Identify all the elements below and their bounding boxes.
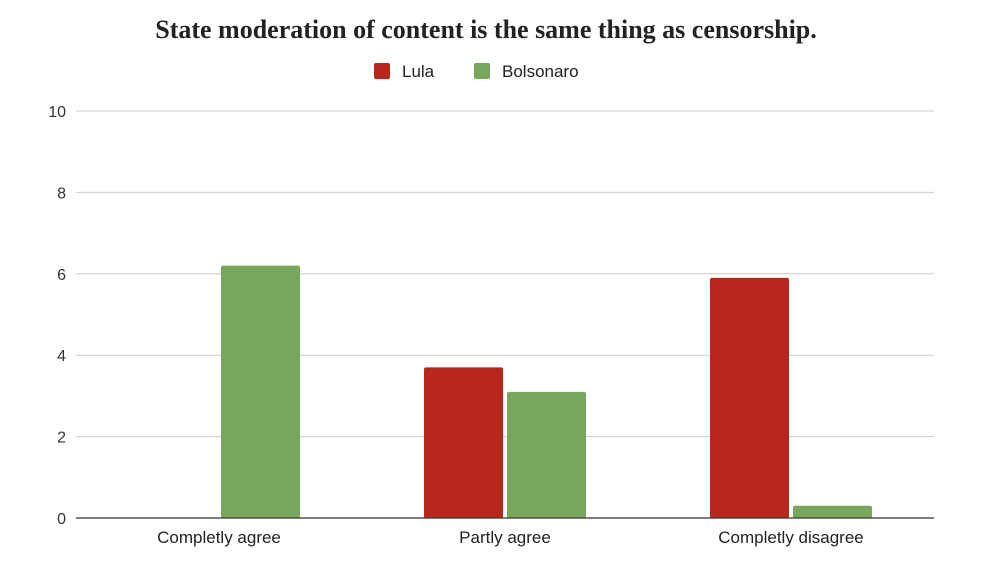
legend-swatch-bolsonaro [474,63,490,79]
bar-bolsonaro-3 [793,505,872,518]
bar-bolsonaro-2 [507,391,586,518]
y-axis-ticks: 0 2 4 6 8 10 [48,104,66,528]
legend-item-lula: Lula [374,62,435,81]
gridlines [76,110,934,438]
x-axis-categories: Completly agree Partly agree Completly dis… [157,528,864,547]
legend-swatch-lula [374,63,390,79]
y-tick-label-6: 6 [57,267,66,284]
y-tick-label-10: 10 [48,104,66,121]
legend-label-lula: Lula [402,62,435,81]
x-category-label-2: Partly agree [459,528,551,547]
bar-lula-2 [424,367,503,518]
legend-label-bolsonaro: Bolsonaro [502,62,579,81]
legend-item-bolsonaro: Bolsonaro [474,62,579,81]
x-category-label-3: Completly disagree [718,528,864,547]
y-tick-label-2: 2 [57,430,66,447]
y-tick-label-0: 0 [57,511,66,528]
chart-title: State moderation of content is the same … [155,15,817,44]
x-category-label-1: Completly agree [157,528,281,547]
y-tick-label-4: 4 [57,348,66,365]
bars [221,265,872,518]
y-tick-label-8: 8 [57,185,66,202]
bar-bolsonaro-1 [221,265,300,518]
legend: Lula Bolsonaro [374,62,579,81]
bar-lula-3 [710,277,789,518]
